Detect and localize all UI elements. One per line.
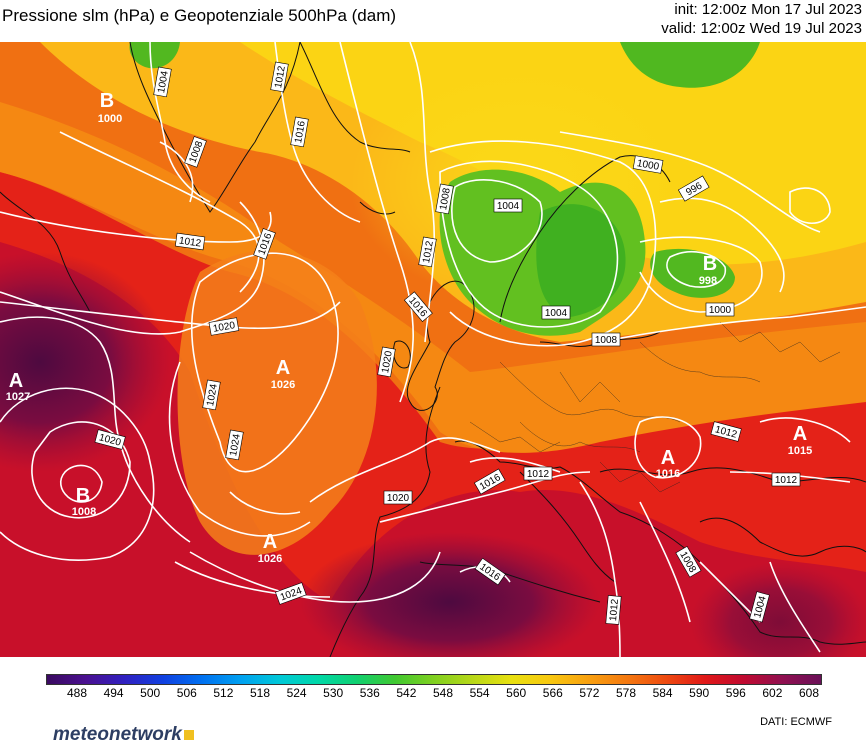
field-orange-mid xyxy=(0,102,866,453)
colorbar-tick: 554 xyxy=(469,686,490,700)
init-time: init: 12:00z Mon 17 Jul 2023 xyxy=(674,1,862,18)
field-green-top xyxy=(620,42,760,88)
chart-title: Pressione slm (hPa) e Geopotenziale 500h… xyxy=(2,6,397,25)
center-value: 1000 xyxy=(98,113,122,125)
isobar-label: 1012 xyxy=(775,475,798,486)
isobar-label: 1016 xyxy=(293,120,308,144)
center-type: A xyxy=(263,531,277,553)
center-type: B xyxy=(100,90,114,112)
isobar-label: 1024 xyxy=(228,433,243,457)
field-purple-east xyxy=(690,562,866,657)
colorbar-ticks: 488 494 500 506 512 518 524 530 536 542 548 554 560 5… xyxy=(46,684,822,704)
colorbar-tick: 566 xyxy=(542,686,563,700)
isobar-label: 1008 xyxy=(438,187,453,211)
colorbar-tick: 494 xyxy=(103,686,124,700)
colorbar-tick: 542 xyxy=(396,686,417,700)
weather-map: 1004 1012 1016 1008 1012 1016 1020 1008 … xyxy=(0,42,866,657)
isobar-label: 1004 xyxy=(545,308,568,319)
center-value: 1026 xyxy=(258,553,282,565)
isobar-label: 1012 xyxy=(527,469,550,480)
isobar-label: 1000 xyxy=(709,305,732,316)
field-green-core xyxy=(536,204,626,317)
isobar-label: 1020 xyxy=(380,350,395,374)
center-type: B xyxy=(703,253,717,275)
colorbar-tick: 518 xyxy=(249,686,271,700)
colorbar-tick: 596 xyxy=(725,686,746,700)
center-value: 1016 xyxy=(656,468,680,480)
center-value: 998 xyxy=(699,275,717,287)
isobar-label: 1000 xyxy=(636,158,660,173)
logo-square xyxy=(183,730,194,740)
center-value: 1027 xyxy=(6,391,30,403)
center-value: 1026 xyxy=(271,379,295,391)
isobar-label: 1020 xyxy=(212,320,236,335)
isobar-label: 1020 xyxy=(387,493,410,504)
colorbar-tick: 602 xyxy=(762,686,783,700)
center-value: 1015 xyxy=(788,445,812,457)
center-type: A xyxy=(793,423,807,445)
center-type: A xyxy=(276,357,290,379)
field-green-greenland xyxy=(129,42,180,69)
center-type: A xyxy=(661,447,675,469)
data-source: DATI: ECMWF xyxy=(760,716,832,728)
field-darkred xyxy=(0,242,866,657)
colorbar-tick: 512 xyxy=(213,686,234,700)
isobar-label: 1012 xyxy=(273,65,288,89)
isobar-label: 1012 xyxy=(178,236,202,250)
isobar-label: 1008 xyxy=(595,335,618,346)
colorbar-tick: 560 xyxy=(506,686,527,700)
center-type: B xyxy=(76,485,90,507)
isobar-labels: 1004 1012 1016 1008 1012 1016 1020 1008 … xyxy=(94,61,801,625)
colorbar-tick: 590 xyxy=(689,686,710,700)
colorbar-tick: 572 xyxy=(579,686,600,700)
colorbar-tick: 584 xyxy=(652,686,673,700)
colorbar-tick: 608 xyxy=(798,686,820,700)
center-type: A xyxy=(9,370,23,392)
isobar-label: 1024 xyxy=(205,383,220,407)
isobar-label: 1004 xyxy=(156,70,171,94)
colorbar-tick: 530 xyxy=(323,686,344,700)
logo-text: meteonetwork xyxy=(53,724,182,745)
meteonetwork-logo: meteonetwork xyxy=(53,724,194,746)
geopotential-colorbar xyxy=(46,674,822,685)
colorbar-tick: 524 xyxy=(286,686,307,700)
run-info: init: 12:00z Mon 17 Jul 2023 valid: 12:0… xyxy=(661,0,862,38)
borders xyxy=(469,321,841,493)
colorbar-tick: 488 xyxy=(66,686,88,700)
valid-time: valid: 12:00z Wed 19 Jul 2023 xyxy=(661,20,862,37)
field-green-russia xyxy=(650,248,735,298)
colorbar-tick: 500 xyxy=(140,686,161,700)
center-value: 1008 xyxy=(72,506,96,518)
isobar-label: 1012 xyxy=(421,240,436,264)
colorbar-tick: 536 xyxy=(359,686,380,700)
colorbar-tick: 548 xyxy=(432,686,454,700)
isobar-label: 1004 xyxy=(497,201,520,212)
colorbar-tick: 506 xyxy=(176,686,197,700)
field-purple-med xyxy=(300,532,600,657)
colorbar-tick: 578 xyxy=(615,686,637,700)
isobar-label: 1012 xyxy=(608,598,621,622)
